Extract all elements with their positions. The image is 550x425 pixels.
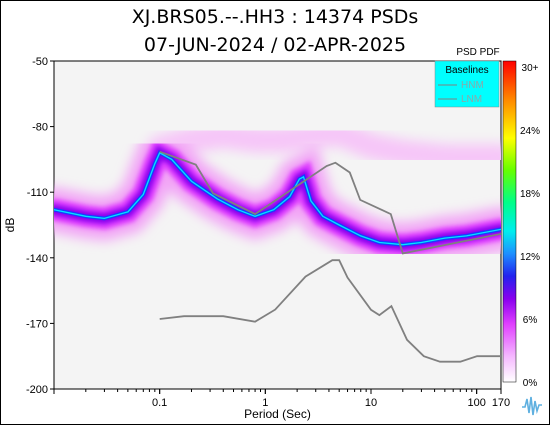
y-tick-label: -110 (27, 187, 48, 199)
colorbar-tick-label: 12% (520, 252, 540, 263)
y-tick-label: -200 (26, 384, 48, 396)
y-tick-label: -170 (26, 318, 48, 330)
colorbar-tick-label: 18% (520, 189, 540, 200)
baseline-curves (159, 150, 501, 363)
x-tick-label: 100 (467, 397, 485, 409)
y-axis-label: dB (3, 218, 17, 233)
colorbar-tick-label: 0% (523, 378, 538, 389)
psd-density (54, 119, 501, 267)
colorbar-tick-label: 6% (523, 315, 538, 326)
curve-hnm (159, 150, 501, 255)
x-tick-label: 1 (262, 397, 268, 409)
colorbar-title: PSD PDF (456, 47, 499, 58)
colorbar-gradient (502, 60, 517, 383)
y-tick-label: -140 (26, 253, 48, 265)
chart-subtitle: 07-JUN-2024 / 02-APR-2025 (143, 34, 407, 56)
x-tick-label: 10 (365, 397, 377, 409)
density-band-upper (146, 119, 501, 171)
legend-hnm-label: HNM (461, 80, 484, 91)
y-tick-label: -80 (32, 122, 48, 134)
legend-title: Baselines (445, 65, 488, 76)
seismic-wave-logo-icon (521, 393, 543, 417)
legend: Baselines HNM LNM (434, 60, 500, 108)
x-tick-label: 0.1 (152, 397, 167, 409)
legend-lnm-label: LNM (461, 94, 482, 105)
x-axis-label: Period (Sec) (244, 407, 311, 421)
chart-title: XJ.BRS05.--.HH3 : 14374 PSDs (131, 6, 419, 28)
colorbar: PSD PDF 30+ 24% 18% 12% 6% 0% (456, 47, 540, 389)
y-tick-label: -50 (32, 56, 48, 68)
density-band-max (54, 151, 501, 246)
colorbar-tick-label: 24% (520, 126, 540, 137)
colorbar-tick-label: 30+ (522, 63, 539, 74)
x-tick-label: 170 (492, 397, 510, 409)
curve-lnm (159, 259, 501, 363)
axes: -50 -80 -110 -140 -170 -200 0.1 1 10 100 170 Period… (3, 56, 510, 421)
